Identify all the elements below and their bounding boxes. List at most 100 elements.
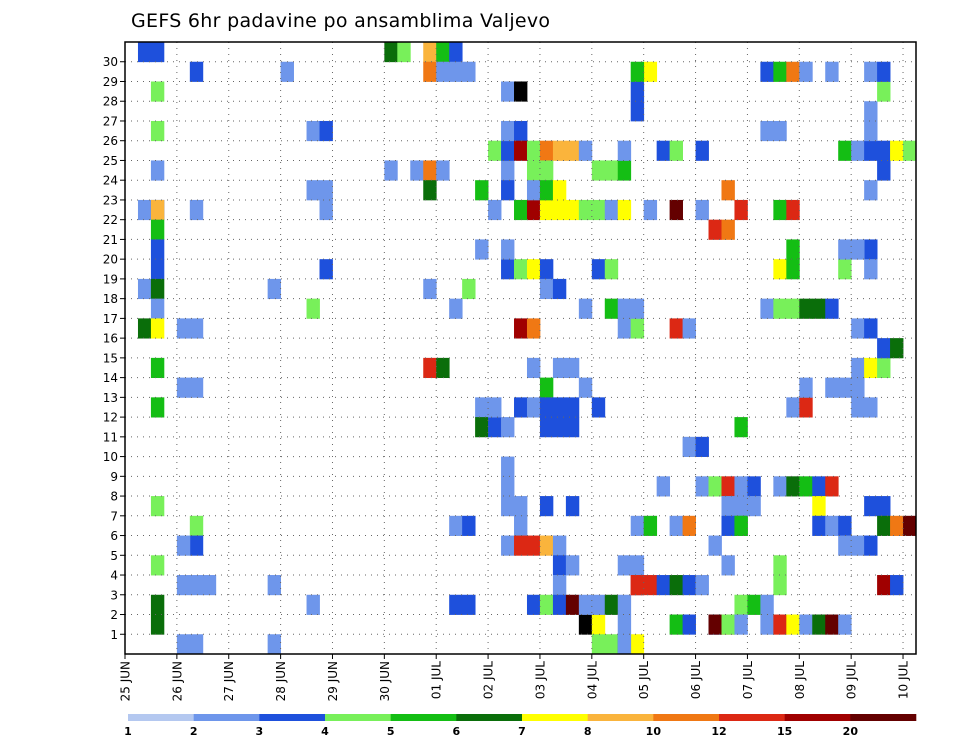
precip-cell [864, 61, 878, 82]
precip-cell [526, 318, 541, 339]
precip-cell [578, 614, 593, 635]
precip-cell [591, 259, 606, 280]
precip-cell [501, 476, 515, 497]
precip-cell [864, 397, 878, 418]
precip-cell [851, 140, 865, 161]
precip-cell [773, 61, 787, 82]
precip-cell [319, 199, 333, 221]
precip-cell [137, 199, 152, 221]
precip-cell [565, 199, 580, 221]
precip-cell [539, 140, 554, 161]
y-tick-label: 27 [103, 114, 118, 128]
precip-cell [514, 397, 528, 418]
precip-cell [734, 496, 748, 517]
precip-cell [877, 575, 891, 596]
precip-cell [176, 634, 191, 655]
precip-cell [890, 140, 904, 161]
precip-cell [176, 318, 191, 339]
legend-tick-label: 15 [777, 725, 792, 738]
precip-cell [539, 199, 554, 221]
precip-cell [565, 594, 580, 615]
precip-cell [812, 496, 826, 517]
precip-cell [501, 535, 515, 556]
legend-swatch [456, 714, 523, 721]
y-tick-label: 3 [110, 588, 118, 602]
precip-cell [604, 259, 619, 280]
precip-cell [617, 160, 632, 181]
precip-cell [137, 42, 152, 63]
precip-cell [591, 634, 606, 655]
precip-cell [552, 199, 567, 221]
precip-cell [786, 239, 800, 260]
plot-frame [124, 41, 917, 655]
y-tick-label: 5 [110, 549, 118, 563]
precip-cell [591, 160, 606, 181]
precip-cell [825, 61, 839, 82]
precip-cell [150, 397, 165, 418]
precip-cell [591, 594, 606, 615]
precip-cell [617, 199, 632, 221]
precip-cell [319, 120, 333, 142]
legend-swatch [719, 714, 785, 721]
precip-cell [864, 318, 878, 339]
precip-cell [137, 278, 152, 300]
precip-cell [539, 377, 554, 398]
precip-cell [864, 120, 878, 142]
precip-cell [578, 298, 593, 319]
precip-cell [449, 61, 463, 82]
precip-cell [747, 496, 761, 517]
precip-cell [617, 614, 632, 635]
precip-cell [150, 298, 165, 319]
precip-cell [578, 199, 593, 221]
precip-cell [877, 515, 891, 536]
precip-cell [825, 298, 839, 319]
precip-cell [202, 575, 217, 596]
precip-cell [436, 160, 450, 181]
precip-cell [306, 594, 320, 615]
precip-cell [864, 496, 878, 517]
precip-cell [501, 120, 515, 142]
legend-tick-label: 8 [584, 725, 592, 738]
precip-cell [812, 515, 826, 536]
precip-cell [773, 555, 787, 576]
precip-cell [812, 614, 826, 635]
precip-cell [150, 357, 165, 379]
precip-cell [669, 515, 683, 536]
precip-cell [552, 397, 567, 418]
color-legend-bar: 1 2 3 4 5 6 7 8 10 12 15 20 [124, 714, 917, 738]
x-tick-label: 05 JUL [637, 661, 651, 699]
precip-cell [436, 42, 450, 63]
precip-cell [864, 101, 878, 122]
legend-tick-label: 1 [124, 725, 132, 738]
precip-cell [695, 476, 709, 497]
precip-cell [630, 634, 645, 655]
precip-cell [150, 81, 165, 102]
precip-cell [721, 496, 735, 517]
precip-cell [150, 278, 165, 300]
precip-cell [877, 81, 891, 102]
precip-cell [475, 417, 489, 438]
precip-cell [812, 476, 826, 497]
precip-cell [864, 535, 878, 556]
precip-cell [604, 199, 619, 221]
precip-cell [695, 575, 709, 596]
precip-cell [747, 594, 761, 615]
precip-cell [617, 634, 632, 655]
precip-cell [267, 634, 282, 655]
precip-cell [488, 140, 502, 161]
precip-cell [578, 594, 593, 615]
precip-cell [501, 180, 515, 201]
precip-cell [825, 515, 839, 536]
precip-cell [462, 61, 476, 82]
legend-swatch [850, 714, 917, 721]
legend-tick-label: 12 [711, 725, 726, 738]
precip-cell [721, 614, 735, 635]
precip-cell [449, 42, 463, 63]
precip-cell [773, 476, 787, 497]
precip-cell [708, 219, 722, 240]
precip-cell [630, 555, 645, 576]
x-tick-label: 29 JUN [326, 661, 340, 701]
precip-cell [669, 318, 683, 339]
precip-cell [851, 397, 865, 418]
precip-cell [825, 614, 839, 635]
